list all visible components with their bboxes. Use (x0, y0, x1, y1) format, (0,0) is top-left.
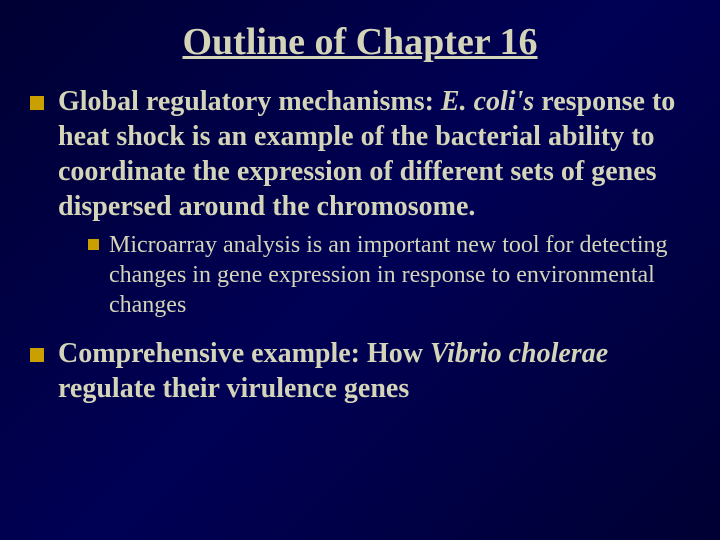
bullet-item-1a: Microarray analysis is an important new … (30, 230, 690, 320)
bullet-text-1a: Microarray analysis is an important new … (109, 230, 690, 320)
bullet-text-1: Global regulatory mechanisms: E. coli's … (58, 84, 690, 224)
bullet-item-1: Global regulatory mechanisms: E. coli's … (30, 84, 690, 224)
b1-italic: E. coli's (441, 86, 534, 117)
slide-title: Outline of Chapter 16 (30, 20, 690, 64)
square-bullet-icon (30, 96, 44, 110)
b2-lead: Comprehensive example: How (58, 338, 430, 369)
square-bullet-icon (88, 239, 99, 250)
b2-italic: Vibrio cholerae (430, 338, 608, 369)
b2-rest: regulate their virulence genes (58, 373, 409, 404)
bullet-text-2: Comprehensive example: How Vibrio choler… (58, 336, 690, 406)
b1-lead: Global regulatory mechanisms: (58, 86, 441, 117)
square-bullet-icon (30, 348, 44, 362)
bullet-item-2: Comprehensive example: How Vibrio choler… (30, 336, 690, 406)
